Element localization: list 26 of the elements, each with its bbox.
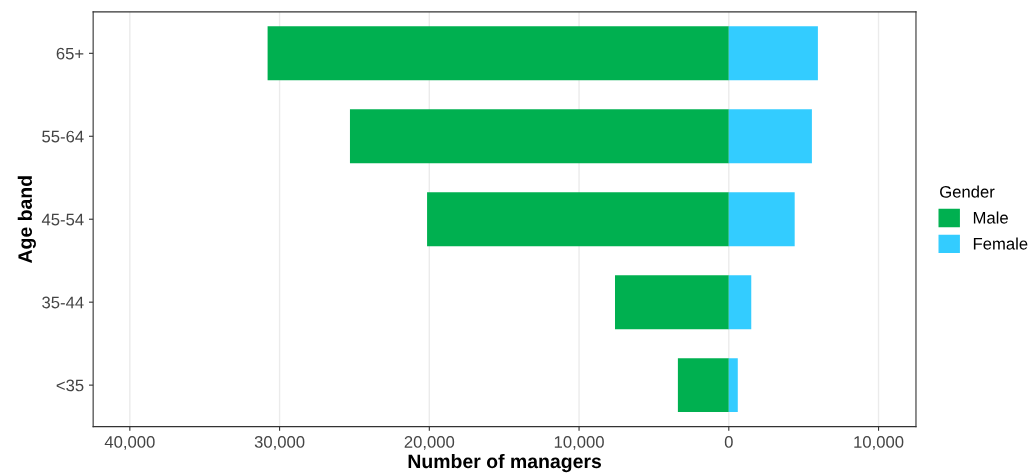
bar (728, 275, 752, 330)
y-tick-label: <35 (56, 379, 84, 392)
bar (728, 358, 738, 413)
y-tick-label: 65+ (56, 47, 84, 60)
bar (728, 26, 818, 81)
x-tick-label: 0 (724, 436, 733, 448)
bar (677, 358, 729, 413)
legend-label: Male (973, 211, 1008, 224)
bar (349, 109, 729, 164)
x-tick-label: 10,000 (554, 436, 604, 450)
x-tick-label: 40,000 (104, 436, 155, 450)
bar (615, 275, 729, 330)
y-tick-label: 35-44 (42, 296, 84, 309)
bar (427, 192, 729, 247)
x-tick-label: 30,000 (254, 436, 305, 450)
x-tick-label: 10,000 (854, 436, 904, 450)
legend-title: Gender (940, 185, 995, 198)
y-tick-label: 45-54 (41, 213, 84, 226)
y-tick-label: 55-64 (42, 130, 84, 143)
bar (728, 192, 795, 247)
legend-label: Female (973, 237, 1028, 250)
bar (728, 109, 812, 164)
y-axis-title: Age band (17, 176, 36, 264)
x-axis-title: Number of managers (408, 453, 602, 473)
x-tick-label: 20,000 (404, 436, 455, 450)
bar (267, 26, 729, 81)
